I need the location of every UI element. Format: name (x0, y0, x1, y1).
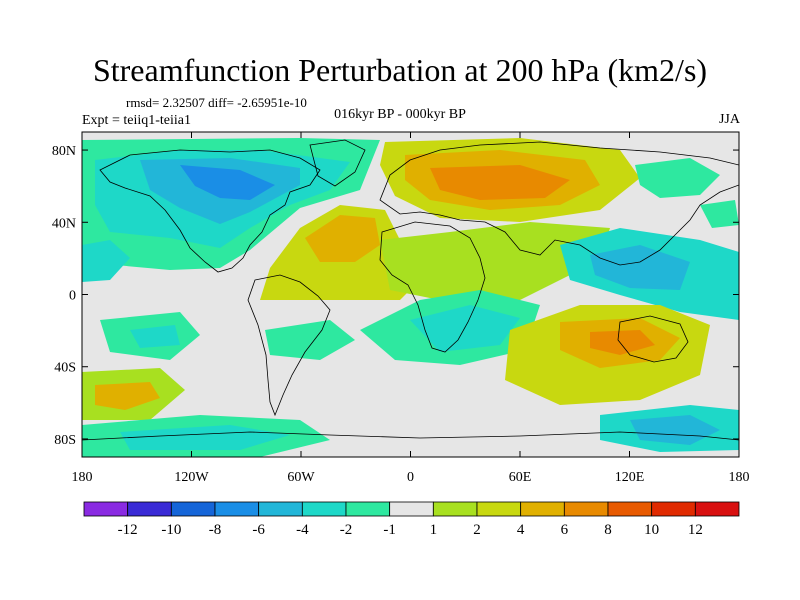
chart-title: Streamfunction Perturbation at 200 hPa (… (92, 52, 708, 88)
colorbar-label: 8 (604, 522, 612, 538)
colorbar-swatch (476, 501, 522, 517)
colorbar-swatch (258, 501, 303, 517)
eurasia-outline (379, 141, 739, 266)
anomaly-negative-south-atlantic-core (410, 305, 520, 352)
longitude-axis: 180 120W 60W 0 60E 120E 180 (72, 132, 750, 485)
colorbar-swatch (520, 501, 565, 517)
lat-tick-label: 40N (52, 216, 76, 231)
colorbar-label: 10 (644, 522, 659, 538)
north-america-outline (99, 149, 321, 273)
lat-tick-label: 80S (54, 433, 76, 448)
lat-tick-label: 80N (52, 144, 76, 159)
lon-tick-label: 60W (287, 470, 315, 485)
anomaly-negative-asia-core (590, 245, 690, 290)
colorbar-swatch (432, 501, 478, 517)
lon-tick-label: 180 (729, 470, 750, 485)
colorbar-swatch (345, 501, 391, 517)
anomaly-fields (82, 138, 739, 457)
lat-tick-label: 0 (69, 289, 76, 304)
colorbar-label: 1 (430, 522, 438, 538)
colorbar-label: -12 (118, 522, 138, 538)
anomaly-positive-south-pacific-core (95, 382, 160, 410)
anomaly-negative-southern-ocean-east-core (630, 415, 720, 445)
colorbar-swatch (127, 501, 172, 517)
antarctica-outline (82, 431, 739, 441)
period-label: 016kyr BP - 000kyr BP (334, 107, 466, 122)
anomaly-negative-canada-max (180, 165, 275, 200)
south-america-outline (247, 274, 331, 417)
anomaly-negative-south-pacific-core (130, 325, 180, 348)
anomaly-positive-atlantic-core (305, 215, 380, 262)
colorbar-swatch (694, 501, 740, 517)
colorbar-label: -6 (252, 522, 265, 538)
latitude-axis: 80N 40N 0 40S 80S (52, 144, 739, 448)
colorbar-label: -8 (209, 522, 222, 538)
colorbar-label: -10 (161, 522, 181, 538)
anomaly-positive-eurasia-core (430, 165, 570, 200)
lon-tick-label: 180 (72, 470, 93, 485)
colorbar-label: 6 (561, 522, 569, 538)
colorbar-swatch (607, 501, 653, 517)
continent-outlines (82, 139, 739, 441)
colorbar-swatch (301, 501, 347, 517)
lon-tick-label: 120E (615, 470, 645, 485)
colorbar-label: 12 (688, 522, 703, 538)
colorbar-label: -2 (340, 522, 353, 538)
colorbar-swatch (83, 501, 129, 517)
greenland-outline (309, 139, 366, 187)
colorbar-swatch (170, 501, 216, 517)
stats-line: rmsd= 2.32507 diff= -2.65951e-10 (126, 95, 307, 110)
anomaly-negative-south-america (265, 320, 355, 360)
colorbar: -12 -10 -8 -6 -4 -2 -1 1 2 4 6 8 10 12 (83, 501, 740, 538)
anomaly-positive-africa (380, 222, 610, 300)
anomaly-negative-west-pacific (82, 240, 130, 282)
season-label: JJA (718, 112, 740, 127)
lon-tick-label: 60E (509, 470, 532, 485)
colorbar-label: 2 (473, 522, 481, 538)
australia-outline (617, 315, 689, 363)
colorbar-label: -4 (296, 522, 309, 538)
lat-tick-label: 40S (54, 361, 76, 376)
anomaly-positive-australia-core (590, 330, 655, 355)
colorbar-swatch (563, 501, 609, 517)
lon-tick-label: 120W (174, 470, 209, 485)
map-plot-area (82, 132, 739, 457)
africa-outline (379, 221, 486, 353)
anomaly-negative-east-asia (635, 158, 720, 198)
anomaly-negative-southern-ocean-core (120, 425, 290, 450)
colorbar-swatch (651, 501, 696, 517)
lon-tick-label: 0 (407, 470, 414, 485)
experiment-label: Expt = teiiq1-teiia1 (82, 113, 191, 128)
colorbar-label: 4 (517, 522, 525, 538)
colorbar-label: -1 (383, 522, 396, 538)
colorbar-swatch (214, 501, 260, 517)
anomaly-negative-northwest-pacific (700, 200, 739, 228)
colorbar-swatch (389, 501, 434, 517)
